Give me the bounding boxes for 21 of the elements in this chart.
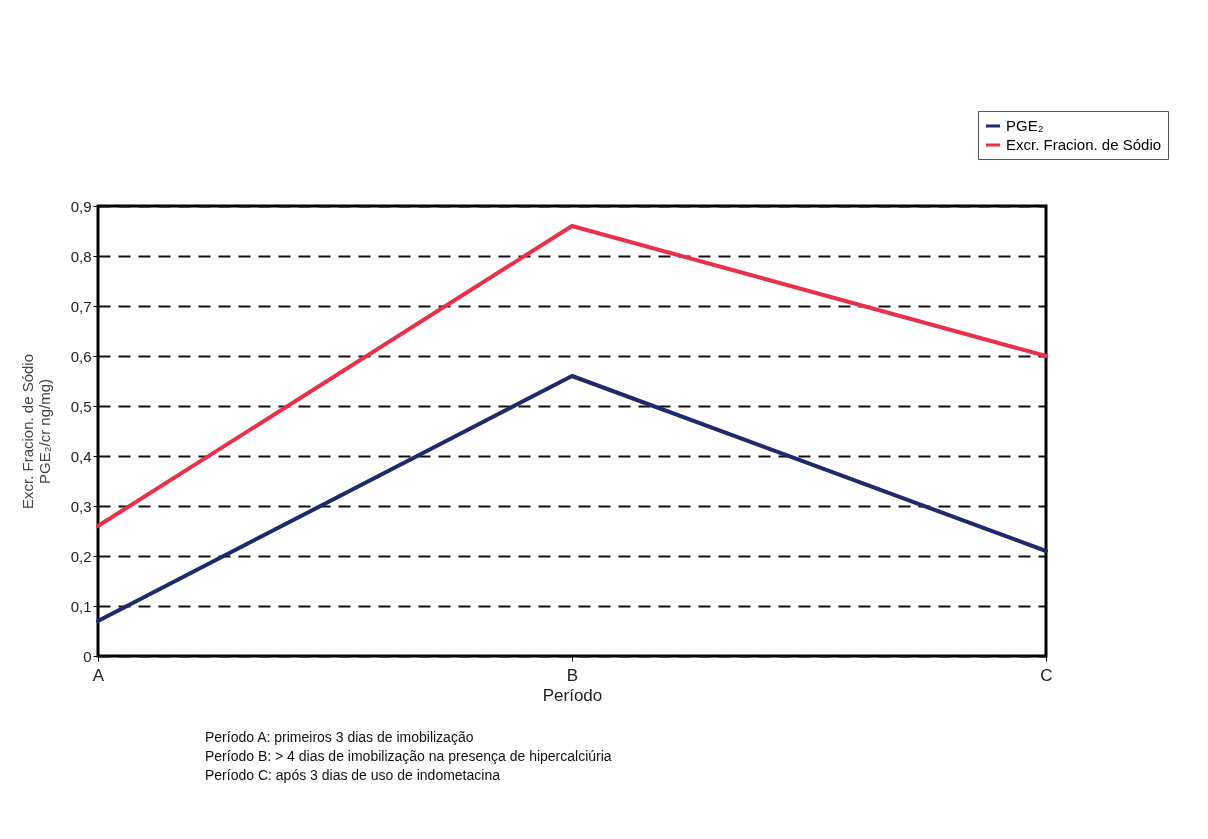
text: PGE₂/cr ng/mg): [35, 378, 53, 485]
y-tick-label: 0,2: [70, 547, 92, 565]
legend-label: PGE₂: [1006, 117, 1044, 134]
y-tick-label: 0,8: [70, 247, 92, 265]
x-axis-title: Período: [542, 685, 603, 705]
y-tick-label: 0,3: [70, 497, 92, 515]
legend-label: Excr. Fracion. de Sódio: [1006, 136, 1162, 153]
y-tick-label: 0: [83, 647, 92, 665]
x-tick-label: C: [1040, 665, 1053, 685]
text: Excr. Fracion. de Sódio: [18, 353, 36, 510]
text: Período A: primeiros 3 dias de imobilização: [205, 728, 475, 747]
y-tick-label: 0,1: [70, 597, 92, 615]
y-tick-label: 0,4: [70, 447, 92, 465]
y-tick-label: 0,6: [70, 347, 92, 365]
y-tick-label: 0,9: [70, 197, 92, 215]
y-tick-label: 0,5: [70, 397, 92, 415]
x-tick-label: A: [92, 665, 105, 685]
x-tick-label: B: [566, 665, 579, 685]
y-tick-label: 0,7: [70, 297, 92, 315]
text: Período B: > 4 dias de imobilização na presença de hipercalciúria: [205, 747, 613, 766]
text: Período C: após 3 dias de uso de indometacina: [205, 766, 501, 785]
